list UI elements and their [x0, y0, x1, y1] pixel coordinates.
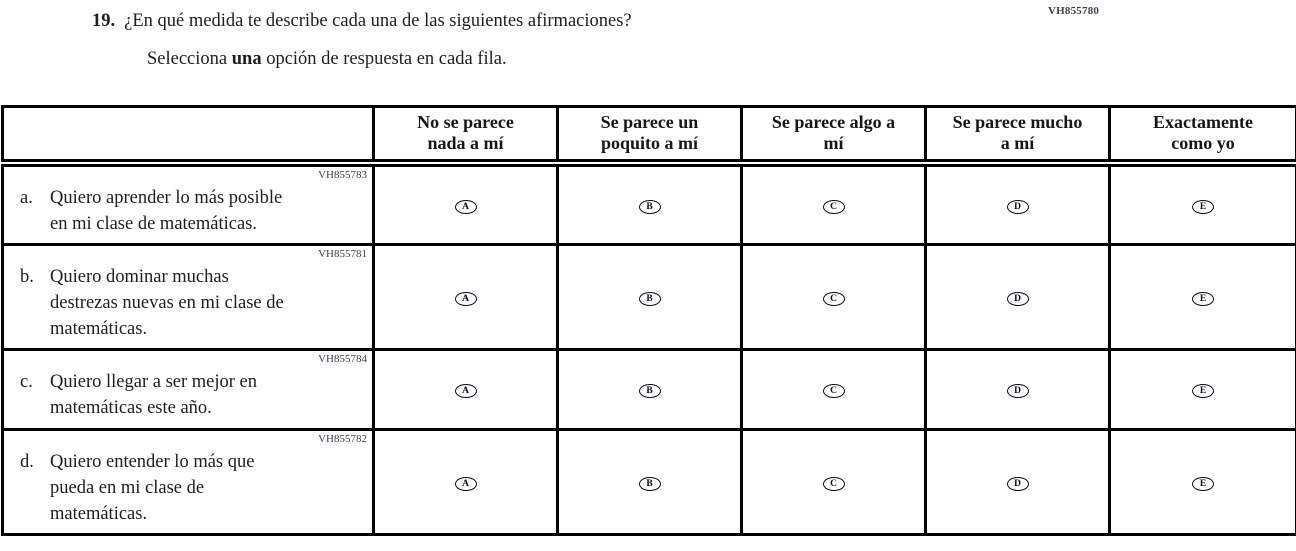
option-cell: B	[556, 427, 743, 536]
option-cell: E	[1108, 427, 1296, 536]
statement-text: c. Quiero llegar a ser mejor en matemáti…	[4, 369, 372, 427]
option-bubble-A[interactable]: A	[454, 199, 477, 214]
option-bubble-D[interactable]: D	[1006, 199, 1029, 214]
option-bubble-C[interactable]: C	[822, 291, 845, 306]
statement-line: matemáticas este año.	[50, 397, 212, 418]
statement-line: en mi clase de matemáticas.	[50, 213, 258, 234]
option-bubble-B[interactable]: B	[638, 384, 661, 398]
option-bubble-C[interactable]: C	[822, 384, 845, 398]
item-code: VH855783	[318, 168, 367, 181]
column-header-line: Exactamente	[1153, 112, 1253, 133]
option-bubble-D[interactable]: D	[1006, 291, 1029, 306]
option-bubble-E[interactable]: E	[1192, 476, 1214, 491]
option-bubble-A[interactable]: A	[454, 384, 477, 398]
item-code: VH855782	[318, 432, 367, 445]
option-bubble-A[interactable]: A	[454, 291, 477, 306]
question-number: 19.	[92, 11, 116, 31]
form-code: VH855780	[1048, 5, 1100, 17]
column-header-line: No se parece	[417, 112, 514, 133]
header-corner-cell	[1, 105, 375, 167]
question-line: 19. ¿En qué medida te describe cada una d…	[92, 11, 632, 32]
option-cell: E	[1108, 347, 1296, 431]
statement-cell-d: VH855782 d. Quiero entender lo más que p…	[1, 427, 375, 536]
option-cell: C	[740, 427, 927, 536]
column-header-line: Se parece mucho	[952, 112, 1083, 133]
column-header-line: mí	[823, 133, 844, 154]
option-cell: C	[740, 242, 927, 351]
table-row-b: VH855781 b. Quiero dominar muchas destre…	[1, 242, 1296, 351]
statement-line: destrezas nuevas en mi clase de	[50, 292, 284, 313]
statement-text: b. Quiero dominar muchas destrezas nueva…	[4, 264, 372, 348]
option-cell: D	[924, 242, 1111, 351]
option-bubble-B[interactable]: B	[638, 199, 661, 214]
table-row-d: VH855782 d. Quiero entender lo más que p…	[1, 427, 1296, 536]
column-header-line: Se parece un	[600, 112, 699, 133]
item-code: VH855784	[318, 352, 367, 365]
statement-line: pueda en mi clase de	[50, 477, 205, 498]
option-cell: B	[556, 242, 743, 351]
option-bubble-D[interactable]: D	[1006, 384, 1029, 398]
option-cell: E	[1108, 161, 1296, 246]
option-bubble-B[interactable]: B	[638, 476, 661, 491]
column-header-line: nada a mí	[427, 133, 504, 154]
header-row: No se parece nada a mí Se parece un poqu…	[1, 105, 1296, 167]
statement-text: a. Quiero aprender lo más posible en mi …	[4, 185, 372, 243]
option-cell: D	[924, 161, 1111, 246]
statement-cell-b: VH855781 b. Quiero dominar muchas destre…	[1, 242, 375, 351]
column-header-2: Se parece un poquito a mí	[556, 105, 743, 167]
option-cell: D	[924, 427, 1111, 536]
option-bubble-E[interactable]: E	[1192, 291, 1214, 306]
statement-letter: d.	[20, 451, 34, 472]
option-bubble-C[interactable]: C	[822, 476, 845, 491]
table-row-c: VH855784 c. Quiero llegar a ser mejor en…	[1, 347, 1296, 431]
item-code: VH855781	[318, 247, 367, 260]
statement-line: Quiero aprender lo más posible	[50, 187, 283, 208]
option-bubble-C[interactable]: C	[822, 199, 845, 214]
option-cell: A	[372, 161, 559, 246]
statement-letter: b.	[20, 266, 34, 287]
instruction-bold-word: una	[231, 49, 262, 69]
option-cell: D	[924, 347, 1111, 431]
option-cell: A	[372, 427, 559, 536]
column-header-line: como yo	[1171, 133, 1235, 154]
option-bubble-E[interactable]: E	[1192, 199, 1214, 214]
statement-line: Quiero entender lo más que	[50, 451, 255, 472]
statement-text: d. Quiero entender lo más que pueda en m…	[4, 449, 372, 533]
question-text: ¿En qué medida te describe cada una de l…	[124, 11, 632, 31]
column-header-line: a mí	[1000, 133, 1035, 154]
option-cell: B	[556, 347, 743, 431]
statement-letter: a.	[20, 187, 33, 208]
statement-line: matemáticas.	[50, 503, 148, 524]
statement-cell-a: VH855783 a. Quiero aprender lo más posib…	[1, 161, 375, 246]
instruction-prefix: Selecciona	[147, 49, 232, 69]
statement-line: Quiero dominar muchas	[50, 266, 229, 287]
option-cell: B	[556, 161, 743, 246]
table-row-a: VH855783 a. Quiero aprender lo más posib…	[1, 161, 1296, 246]
column-header-4: Se parece mucho a mí	[924, 105, 1111, 167]
statement-line: Quiero llegar a ser mejor en	[50, 371, 258, 392]
response-matrix-table: No se parece nada a mí Se parece un poqu…	[1, 105, 1296, 536]
column-header-line: poquito a mí	[600, 133, 699, 154]
option-cell: A	[372, 347, 559, 431]
option-bubble-B[interactable]: B	[638, 291, 661, 306]
option-bubble-E[interactable]: E	[1192, 384, 1214, 398]
instruction-line: Selecciona una opción de respuesta en ca…	[147, 49, 507, 70]
option-cell: A	[372, 242, 559, 351]
option-bubble-D[interactable]: D	[1006, 476, 1029, 491]
statement-line: matemáticas.	[50, 318, 148, 339]
option-bubble-A[interactable]: A	[454, 476, 477, 491]
statement-letter: c.	[20, 371, 33, 392]
option-cell: C	[740, 347, 927, 431]
option-cell: C	[740, 161, 927, 246]
column-header-line: Se parece algo a	[771, 112, 896, 133]
instruction-suffix: opción de respuesta en cada fila.	[261, 49, 507, 69]
column-header-3: Se parece algo a mí	[740, 105, 927, 167]
option-cell: E	[1108, 242, 1296, 351]
column-header-5: Exactamente como yo	[1108, 105, 1296, 167]
column-header-1: No se parece nada a mí	[372, 105, 559, 167]
statement-cell-c: VH855784 c. Quiero llegar a ser mejor en…	[1, 347, 375, 431]
